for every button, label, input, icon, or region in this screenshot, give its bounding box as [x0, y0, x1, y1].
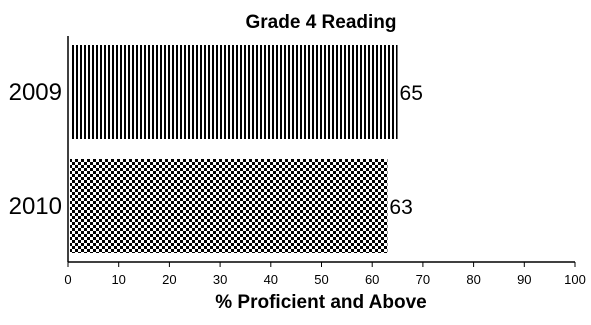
x-tick-label-80: 80 [466, 272, 480, 287]
labels-layer: 2009 65 2010 63 [9, 79, 423, 220]
chart-title: Grade 4 Reading [246, 12, 397, 33]
x-tick-label-10: 10 [111, 272, 125, 287]
x-tick-label-60: 60 [365, 272, 379, 287]
bar-2010 [70, 159, 388, 253]
category-label-2010: 2010 [9, 193, 62, 220]
x-tick-label-90: 90 [517, 272, 531, 287]
x-tick-label-30: 30 [213, 272, 227, 287]
x-tick-label-100: 100 [564, 272, 586, 287]
bars-layer [70, 45, 398, 253]
x-axis-label: % Proficient and Above [215, 292, 427, 313]
x-tick-label-0: 0 [64, 272, 71, 287]
bar-2009 [70, 45, 398, 139]
x-tick-label-50: 50 [314, 272, 328, 287]
x-tick-label-20: 20 [162, 272, 176, 287]
x-tick-label-70: 70 [416, 272, 430, 287]
category-label-2009: 2009 [9, 79, 62, 106]
x-ticks-layer: 0 10 20 30 40 50 60 70 80 90 100 [64, 262, 586, 287]
data-label-2010: 63 [389, 196, 412, 219]
x-tick-label-40: 40 [264, 272, 278, 287]
data-label-2009: 65 [400, 82, 423, 105]
